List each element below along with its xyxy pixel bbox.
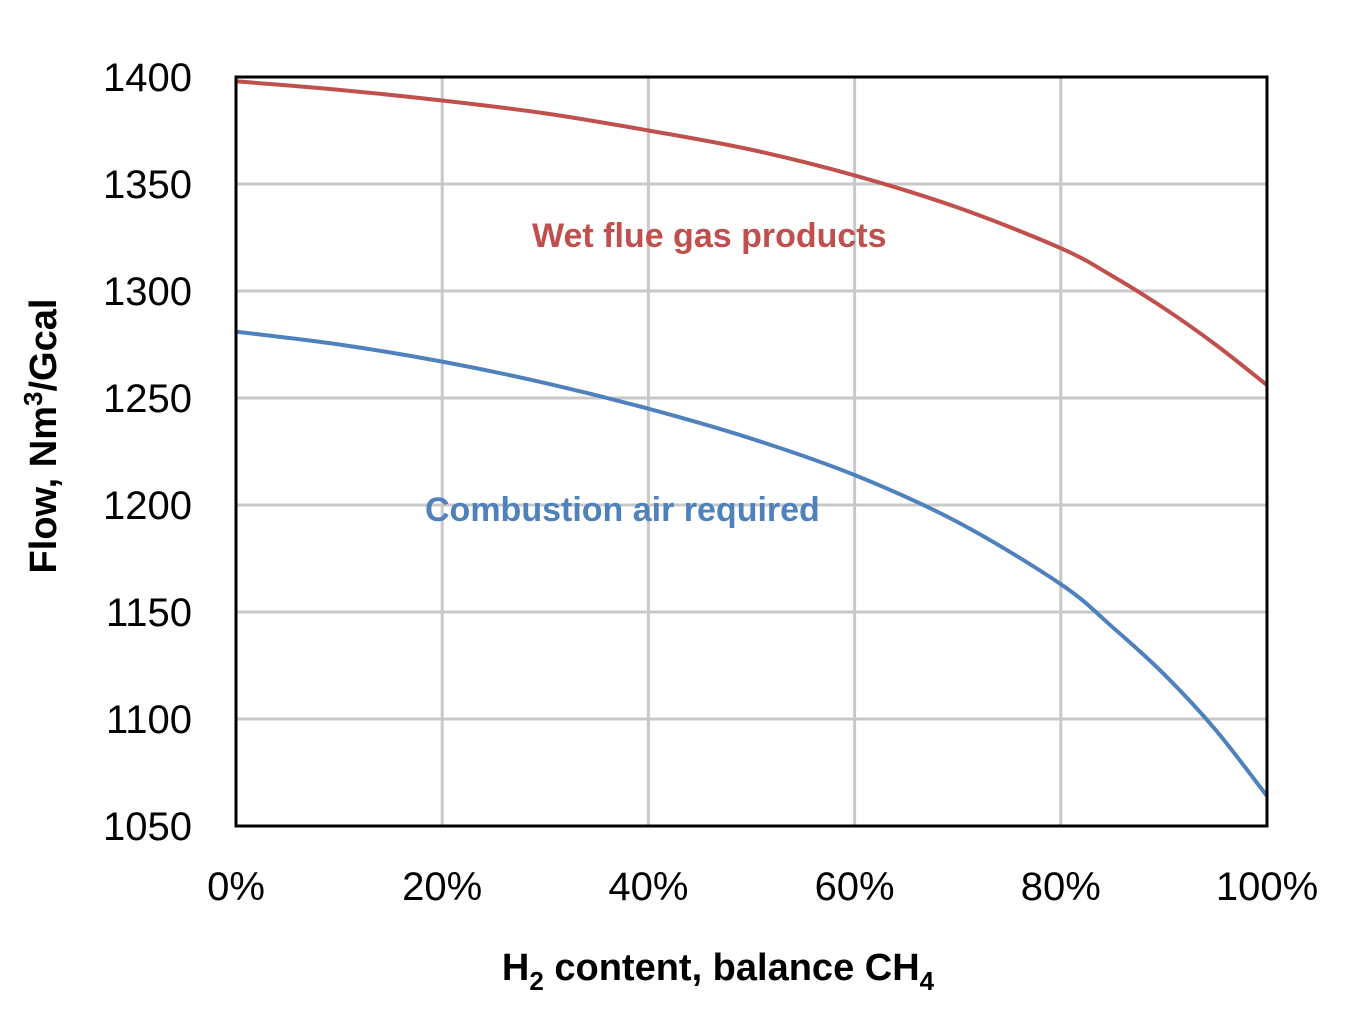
y-tick-label: 1250 — [103, 377, 192, 421]
y-tick-label: 1100 — [106, 698, 192, 742]
y-tick-label: 1400 — [103, 56, 192, 100]
x-tick-label: 60% — [815, 865, 895, 909]
series-lines — [235, 79, 1269, 798]
combustion-air-line — [235, 329, 1269, 798]
y-tick-label: 1050 — [103, 805, 192, 849]
series-label-combustion-air: Combustion air required — [425, 491, 820, 529]
y-axis-title: Flow, Nm3/Gcal — [18, 299, 65, 574]
x-tick-label: 100% — [1216, 865, 1318, 909]
series-label-wet-flue-gas: Wet flue gas products — [532, 217, 887, 255]
y-tick-label: 1300 — [103, 270, 192, 314]
x-tick-label: 80% — [1021, 865, 1101, 909]
x-axis-ticks: 0% 20% 40% 60% 80% 100% — [207, 865, 1318, 909]
x-tick-label: 0% — [207, 865, 265, 909]
plot-area-border — [234, 75, 1269, 828]
x-tick-label: 20% — [402, 865, 482, 909]
y-axis-ticks: 1050 1100 1150 1200 1250 1300 1350 1400 — [103, 56, 192, 849]
y-tick-label: 1200 — [103, 484, 192, 528]
y-tick-label: 1350 — [103, 163, 192, 207]
grid-lines — [234, 75, 1269, 828]
x-axis-title: H2 content, balance CH4 — [502, 947, 935, 996]
wet-flue-gas-line — [235, 79, 1269, 387]
x-tick-label: 40% — [608, 865, 688, 909]
y-tick-label: 1150 — [106, 591, 192, 635]
